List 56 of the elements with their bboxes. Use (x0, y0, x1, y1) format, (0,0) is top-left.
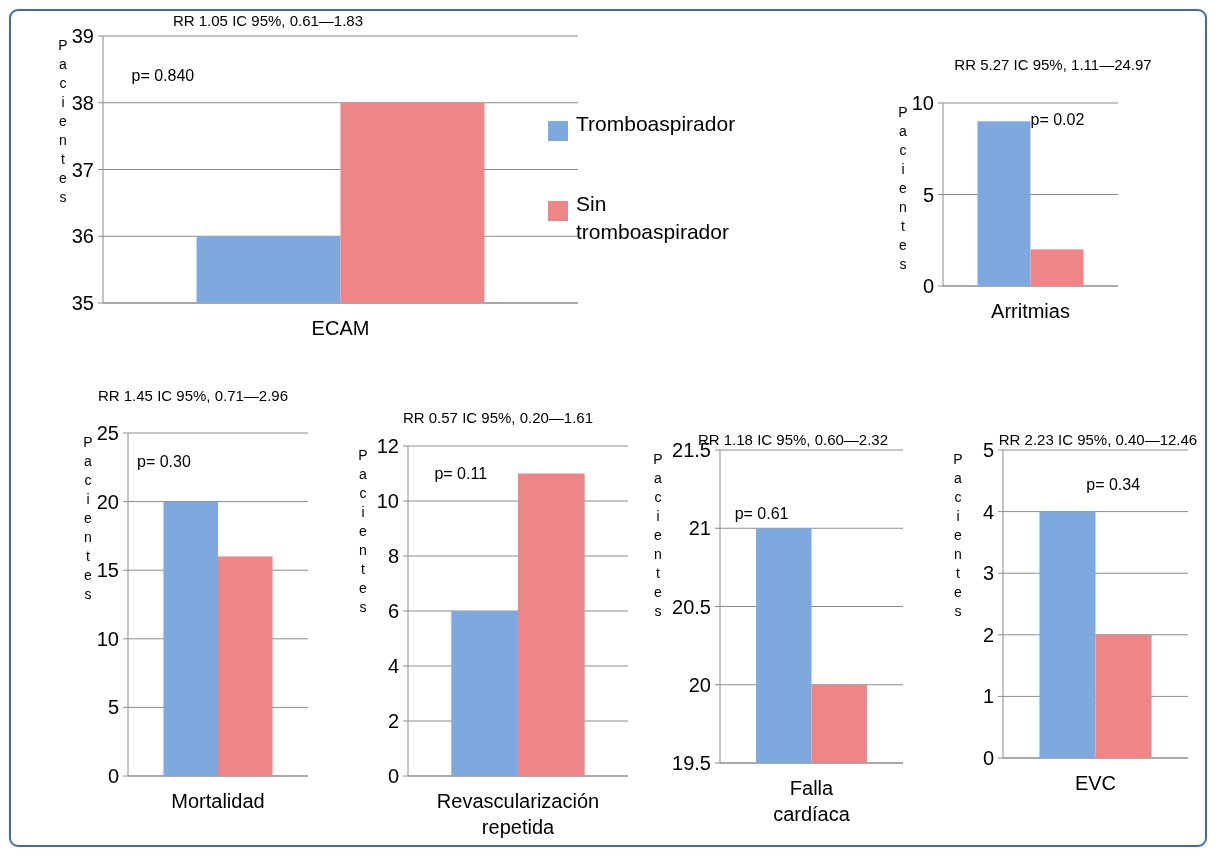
text: Pacientes (653, 451, 663, 619)
y-tick-label: 38 (71, 91, 94, 114)
y-tick-label: 0 (107, 765, 119, 787)
legend-label: Sin tromboaspirador (576, 192, 729, 243)
y-tick-label: 3 (982, 562, 994, 585)
y-tick-label: 8 (387, 545, 399, 567)
chart-title: RR 0.57 IC 95%, 0.20—1.61 (402, 409, 594, 426)
y-tick-label: 2 (387, 710, 399, 732)
text: Pacientes (898, 104, 908, 272)
annotation: p= 0.11 (434, 465, 488, 482)
y-tick-label: 6 (387, 600, 399, 622)
y-tick-label: 20 (688, 673, 711, 696)
chart-title: RR 1.45 IC 95%, 0.71—2.96 (97, 387, 289, 404)
y-tick-label: 5 (982, 439, 994, 461)
y-tick-label: 5 (922, 183, 934, 206)
y-tick-label: 4 (387, 655, 399, 677)
y-tick-label: 4 (982, 500, 994, 523)
y-tick-label: 0 (922, 275, 934, 297)
y-tick-label: 0 (982, 747, 994, 769)
y-tick-label: 2 (982, 623, 994, 646)
y-tick-label: 19.5 (672, 752, 711, 774)
annotation: p= 0.61 (734, 504, 789, 522)
annotation: p= 0.30 (137, 453, 191, 471)
x-tick-label: Revascularización repetida (436, 790, 600, 838)
annotation: p= 0.840 (131, 67, 195, 85)
x-tick-label: Falla cardíaca (773, 777, 851, 825)
text: Pacientes (358, 447, 368, 615)
text: Pacientes (83, 434, 93, 602)
text: Pacientes (953, 451, 963, 619)
y-tick-label: 5 (107, 696, 119, 719)
y-tick-label: 12 (376, 435, 399, 457)
x-tick-label: ECAM (311, 317, 370, 339)
y-tick-label: 37 (71, 158, 94, 181)
chart-title: RR 1.05 IC 95%, 0.61—1.83 (172, 12, 364, 29)
x-tick-label: Arritmias (991, 300, 1070, 322)
y-tick-label: 20.5 (672, 595, 711, 618)
y-tick-label: 10 (911, 92, 934, 114)
chart-title: RR 2.23 IC 95%, 0.40—12.46 (998, 431, 1198, 448)
annotation: p= 0.34 (1086, 476, 1141, 494)
y-tick-label: 21 (688, 517, 711, 540)
y-tick-label: 10 (96, 627, 119, 650)
chart-title: RR 5.27 IC 95%, 1.11—24.97 (954, 56, 1152, 73)
y-tick-label: 39 (71, 25, 94, 47)
y-tick-label: 15 (96, 559, 119, 582)
x-tick-label: Mortalidad (171, 790, 265, 812)
y-tick-label: 25 (96, 422, 119, 444)
y-tick-label: 1 (982, 685, 994, 708)
y-tick-label: 0 (387, 765, 399, 787)
x-tick-label: EVC (1074, 772, 1117, 794)
y-tick-label: 10 (376, 490, 399, 512)
annotation: p= 0.02 (1030, 110, 1085, 128)
y-tick-label: 20 (96, 490, 119, 513)
text: Pacientes (58, 37, 68, 205)
legend-label: Tromboaspirador (576, 112, 736, 135)
y-tick-label: 36 (71, 225, 94, 248)
y-tick-label: 35 (71, 292, 94, 314)
